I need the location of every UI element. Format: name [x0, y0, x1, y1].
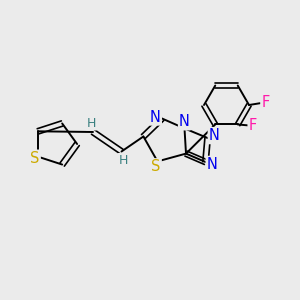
Text: N: N [207, 157, 218, 172]
Text: N: N [150, 110, 161, 124]
Text: F: F [261, 95, 270, 110]
Text: S: S [151, 159, 161, 174]
Text: F: F [249, 118, 257, 134]
Text: H: H [87, 116, 96, 130]
Text: H: H [118, 154, 128, 167]
Text: S: S [30, 151, 40, 166]
Text: N: N [179, 114, 190, 129]
Text: N: N [209, 128, 220, 143]
